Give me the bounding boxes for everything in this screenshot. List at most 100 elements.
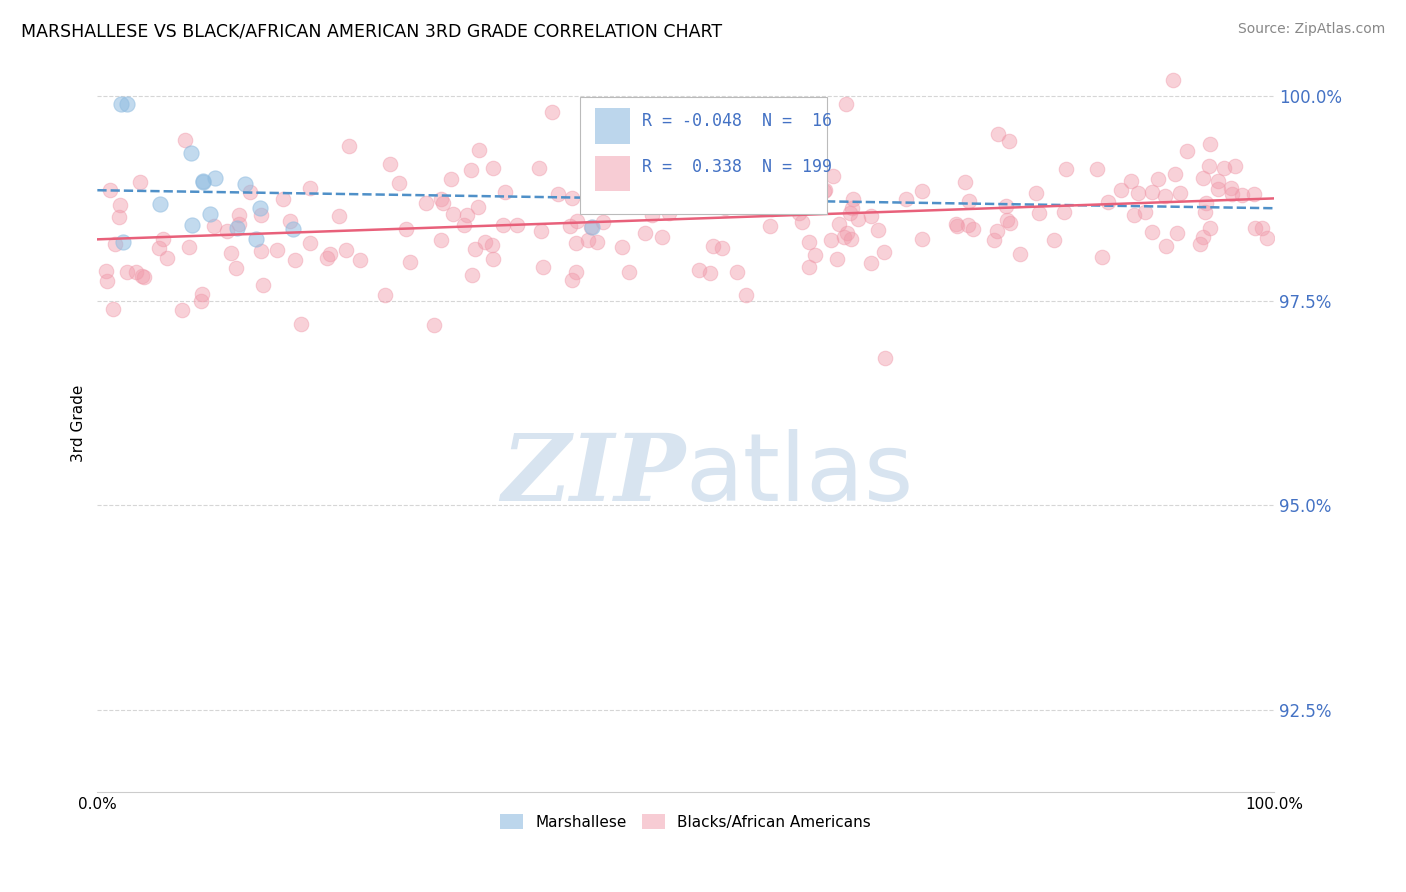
Point bbox=[911, 185, 934, 199]
Point bbox=[1220, 181, 1243, 195]
Point bbox=[821, 169, 844, 184]
Point bbox=[945, 218, 967, 232]
Point bbox=[464, 242, 486, 256]
Point bbox=[986, 224, 1008, 238]
Point bbox=[245, 232, 267, 246]
Point bbox=[987, 127, 1010, 141]
Point bbox=[699, 190, 721, 204]
Point bbox=[790, 215, 813, 229]
Point bbox=[1008, 247, 1031, 261]
Point bbox=[423, 318, 446, 333]
Point bbox=[1142, 225, 1164, 239]
Point bbox=[290, 317, 312, 331]
Point bbox=[997, 213, 1019, 227]
Point bbox=[695, 189, 717, 203]
Point bbox=[797, 159, 820, 173]
Point bbox=[803, 248, 825, 262]
Point bbox=[955, 175, 977, 189]
Point bbox=[319, 247, 342, 261]
Point bbox=[215, 224, 238, 238]
Point bbox=[148, 241, 170, 255]
Legend: Marshallese, Blacks/African Americans: Marshallese, Blacks/African Americans bbox=[494, 807, 877, 836]
Point bbox=[786, 188, 808, 202]
Point bbox=[664, 181, 686, 195]
Point bbox=[581, 219, 603, 234]
Point bbox=[1192, 171, 1215, 186]
Point bbox=[456, 209, 478, 223]
Point bbox=[349, 252, 371, 267]
Point bbox=[1198, 159, 1220, 173]
Point bbox=[776, 169, 799, 183]
Point bbox=[1175, 144, 1198, 158]
Point bbox=[131, 269, 153, 284]
Point bbox=[814, 183, 837, 197]
Point bbox=[193, 176, 215, 190]
Text: Source: ZipAtlas.com: Source: ZipAtlas.com bbox=[1237, 22, 1385, 37]
Point bbox=[193, 174, 215, 188]
Point bbox=[541, 105, 564, 120]
Point bbox=[872, 245, 894, 260]
Point bbox=[759, 219, 782, 233]
Point bbox=[115, 97, 138, 112]
Point bbox=[492, 219, 515, 233]
Point bbox=[98, 183, 121, 197]
Point bbox=[284, 252, 307, 267]
Point bbox=[846, 211, 869, 226]
Point bbox=[561, 273, 583, 287]
Point bbox=[586, 198, 609, 212]
Point bbox=[651, 230, 673, 244]
Point bbox=[128, 175, 150, 189]
Point bbox=[191, 287, 214, 301]
Point bbox=[228, 217, 250, 231]
Point bbox=[702, 238, 724, 252]
Point bbox=[825, 252, 848, 266]
Point bbox=[1256, 231, 1278, 245]
Point bbox=[152, 232, 174, 246]
Point bbox=[380, 157, 402, 171]
Point bbox=[1053, 204, 1076, 219]
Point bbox=[315, 251, 337, 265]
Point bbox=[1195, 196, 1218, 211]
Point bbox=[239, 185, 262, 199]
Point bbox=[474, 235, 496, 250]
Point bbox=[266, 243, 288, 257]
Point bbox=[1243, 220, 1265, 235]
Point bbox=[1123, 208, 1146, 222]
Point bbox=[249, 208, 271, 222]
Point bbox=[482, 161, 505, 176]
Point bbox=[1206, 174, 1229, 188]
Point bbox=[280, 214, 302, 228]
Point bbox=[271, 192, 294, 206]
Point bbox=[581, 220, 603, 235]
Point bbox=[666, 166, 689, 180]
Point bbox=[1189, 237, 1212, 252]
Point bbox=[1168, 186, 1191, 201]
Point bbox=[531, 260, 554, 274]
Point bbox=[688, 263, 710, 277]
Point bbox=[1163, 72, 1185, 87]
Point bbox=[226, 221, 249, 235]
Point bbox=[957, 194, 980, 208]
Point bbox=[735, 288, 758, 302]
Point bbox=[1028, 206, 1050, 220]
Point bbox=[1097, 194, 1119, 209]
Point bbox=[1194, 204, 1216, 219]
Point bbox=[1147, 172, 1170, 186]
Point bbox=[547, 186, 569, 201]
Point bbox=[177, 240, 200, 254]
Point bbox=[506, 218, 529, 232]
Point bbox=[190, 293, 212, 308]
Point bbox=[1140, 186, 1163, 200]
Point bbox=[204, 170, 226, 185]
Point bbox=[399, 255, 422, 269]
Point bbox=[894, 192, 917, 206]
Point bbox=[298, 181, 321, 195]
Point bbox=[946, 219, 969, 233]
Point bbox=[1213, 161, 1236, 175]
Point bbox=[797, 260, 820, 274]
Point bbox=[1156, 238, 1178, 252]
Point bbox=[725, 265, 748, 279]
Point bbox=[630, 166, 652, 180]
Point bbox=[1220, 187, 1243, 202]
Point bbox=[467, 201, 489, 215]
